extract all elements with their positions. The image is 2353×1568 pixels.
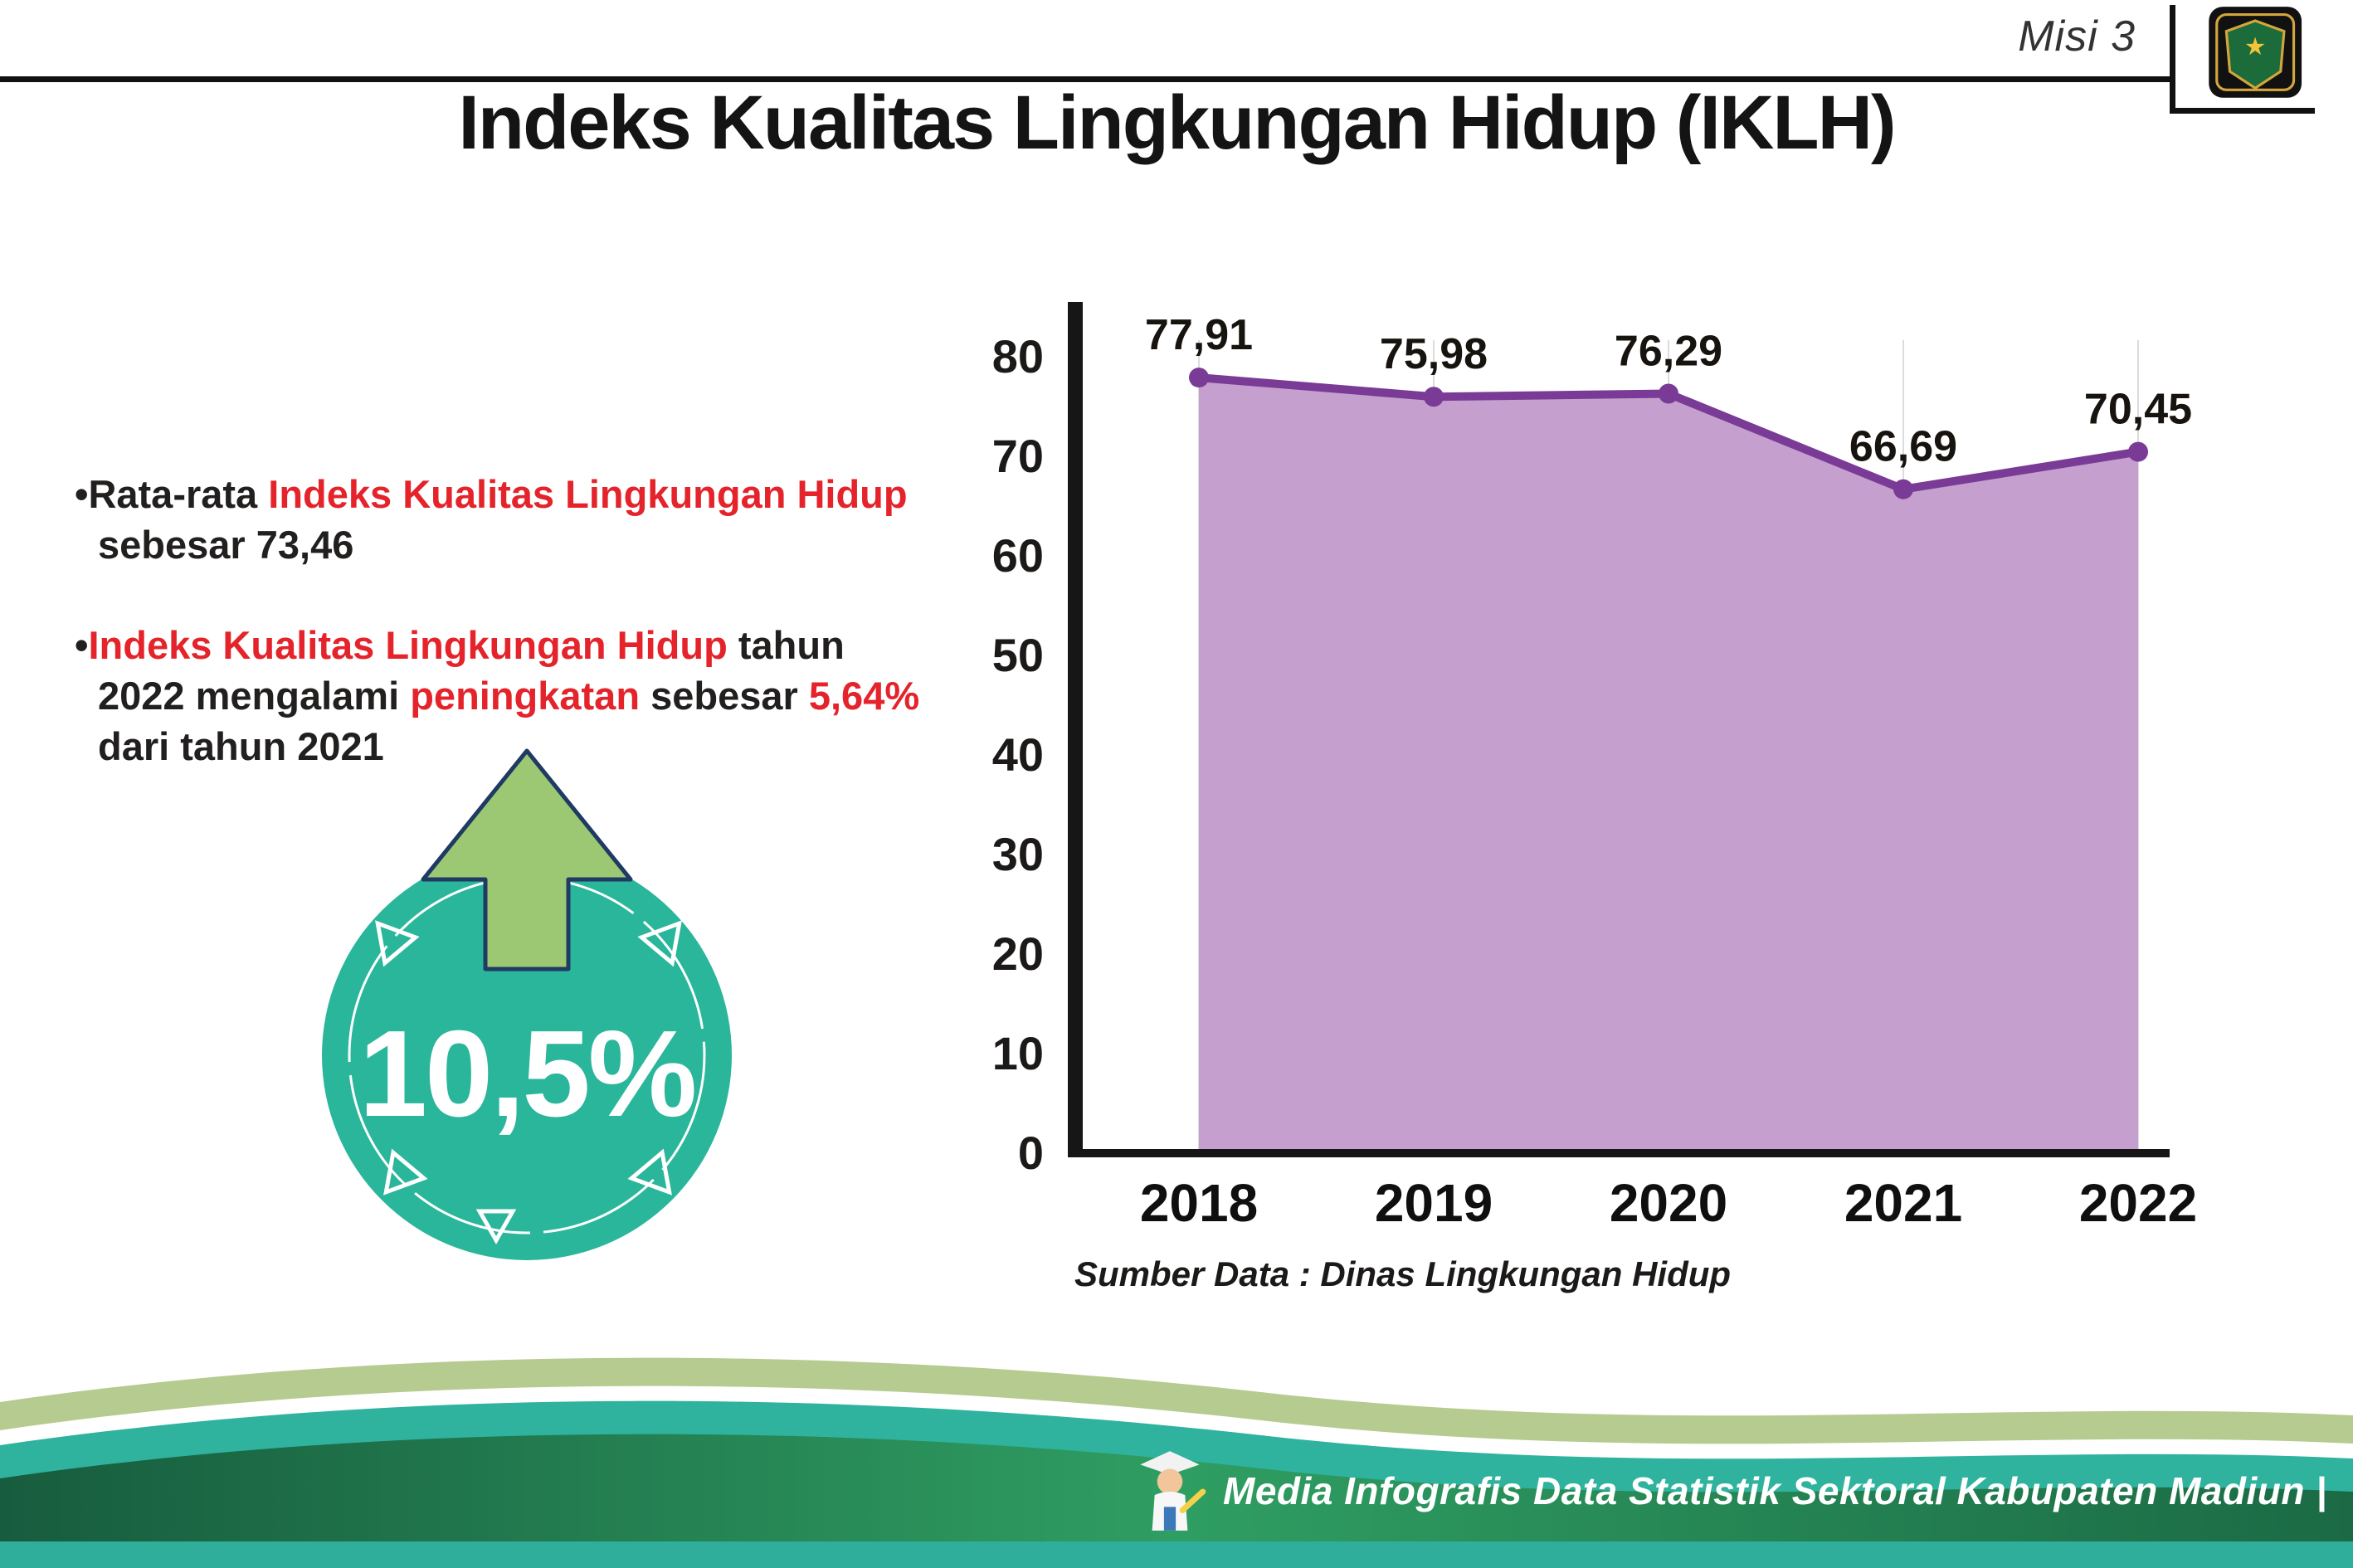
- bullet-increase-2022: •Indeks Kualitas Lingkungan Hidup tahun …: [75, 620, 929, 772]
- data-point: [2128, 441, 2148, 462]
- x-axis: [1068, 1149, 2170, 1157]
- data-label: 77,91: [1145, 311, 1253, 359]
- badge-value: 10,5%: [358, 1006, 698, 1142]
- data-point: [1893, 479, 1913, 499]
- y-tick-label: 70: [992, 430, 1044, 482]
- y-tick-label: 20: [992, 928, 1044, 980]
- footer-bottom-strip: [0, 1541, 2353, 1568]
- y-tick-label: 60: [992, 529, 1044, 582]
- kabupaten-madiun-logo: ★: [2209, 7, 2302, 98]
- bullet1-red-phrase: Indeks Kualitas Lingkungan Hidup: [268, 472, 908, 516]
- triangle-icon: [475, 1209, 517, 1245]
- data-point: [1424, 387, 1444, 407]
- logo-frame: ★: [2170, 5, 2315, 114]
- bullet-average-iklh: •Rata-rata Indeks Kualitas Lingkungan Hi…: [75, 469, 929, 570]
- footer-credit: Media Infografis Data Statistik Sektoral…: [1223, 1469, 2327, 1512]
- x-tick-label: 2019: [1375, 1173, 1493, 1233]
- bullet2-black-post: dari tahun 2021: [98, 724, 384, 769]
- source-note: Sumber Data : Dinas Lingkungan Hidup: [1074, 1254, 1732, 1293]
- page-title: Indeks Kualitas Lingkungan Hidup (IKLH): [458, 80, 1896, 165]
- footer-credit-row: Media Infografis Data Statistik Sektoral…: [1132, 1442, 2327, 1540]
- triangle-icon: [627, 1148, 672, 1195]
- data-label: 76,29: [1615, 328, 1722, 376]
- logo-border: [2215, 13, 2296, 91]
- mascot-head: [1157, 1468, 1183, 1495]
- bullet1-black-post: sebesar 73,46: [98, 523, 354, 567]
- bullet2-black-mid2: sebesar: [640, 674, 809, 718]
- data-label: 66,69: [1849, 423, 1957, 471]
- header-rule: [0, 76, 2175, 82]
- logo-star-icon: ★: [2244, 33, 2266, 61]
- y-tick-label: 0: [1018, 1127, 1044, 1179]
- footer-wave-sage: [0, 1357, 2353, 1444]
- x-tick-label: 2021: [1844, 1173, 1962, 1233]
- data-point: [1189, 368, 1209, 388]
- y-tick-label: 40: [992, 728, 1044, 781]
- y-tick-label: 80: [992, 330, 1044, 382]
- arrow-shape: [421, 748, 633, 971]
- data-label: 75,98: [1380, 330, 1488, 378]
- triangle-icon: [375, 920, 420, 967]
- iklh-chart-svg: 0 10 20 30 40 50 60 70 80 77,91 75,98 76,29 66,69 70,…: [992, 302, 2197, 1233]
- y-tick-label: 50: [992, 629, 1044, 681]
- x-tick-label: 2020: [1610, 1173, 1727, 1233]
- y-tick-label: 10: [992, 1027, 1044, 1079]
- percentage-badge: 10,5%: [322, 850, 732, 1260]
- bullet2-black-mid1: tahun 2022 mengalami: [98, 623, 845, 718]
- mascot-shirt: [1163, 1507, 1176, 1531]
- bullet2-red-phrase3: 5,64%: [808, 674, 920, 718]
- y-tick-label: 30: [992, 828, 1044, 880]
- bullet2-marker: •: [75, 623, 89, 668]
- data-label: 70,45: [2084, 386, 2192, 434]
- bullet1-black-pre: •Rata-rata: [75, 472, 269, 516]
- bullet2-red-phrase2: peningkatan: [410, 674, 641, 718]
- increase-arrow-icon: [421, 748, 633, 971]
- y-axis: [1068, 302, 1083, 1157]
- mascot-hat: [1140, 1451, 1200, 1475]
- summary-bullets: •Rata-rata Indeks Kualitas Lingkungan Hi…: [75, 469, 929, 821]
- x-tick-label: 2022: [2079, 1173, 2197, 1233]
- area-fill: [1199, 377, 2138, 1153]
- triangle-icon: [383, 1148, 428, 1195]
- bullet2-red-phrase1: Indeks Kualitas Lingkungan Hidup: [88, 623, 728, 668]
- mascot-pencil: [1179, 1488, 1206, 1513]
- x-tick-label: 2018: [1140, 1173, 1258, 1233]
- badge-triangles: [375, 920, 682, 1245]
- logo-shield: [2224, 19, 2286, 90]
- triangle-icon: [637, 920, 682, 967]
- data-point: [1659, 383, 1678, 404]
- misi-label: Misi 3: [2018, 12, 2136, 61]
- mascot-icon: [1140, 1451, 1206, 1531]
